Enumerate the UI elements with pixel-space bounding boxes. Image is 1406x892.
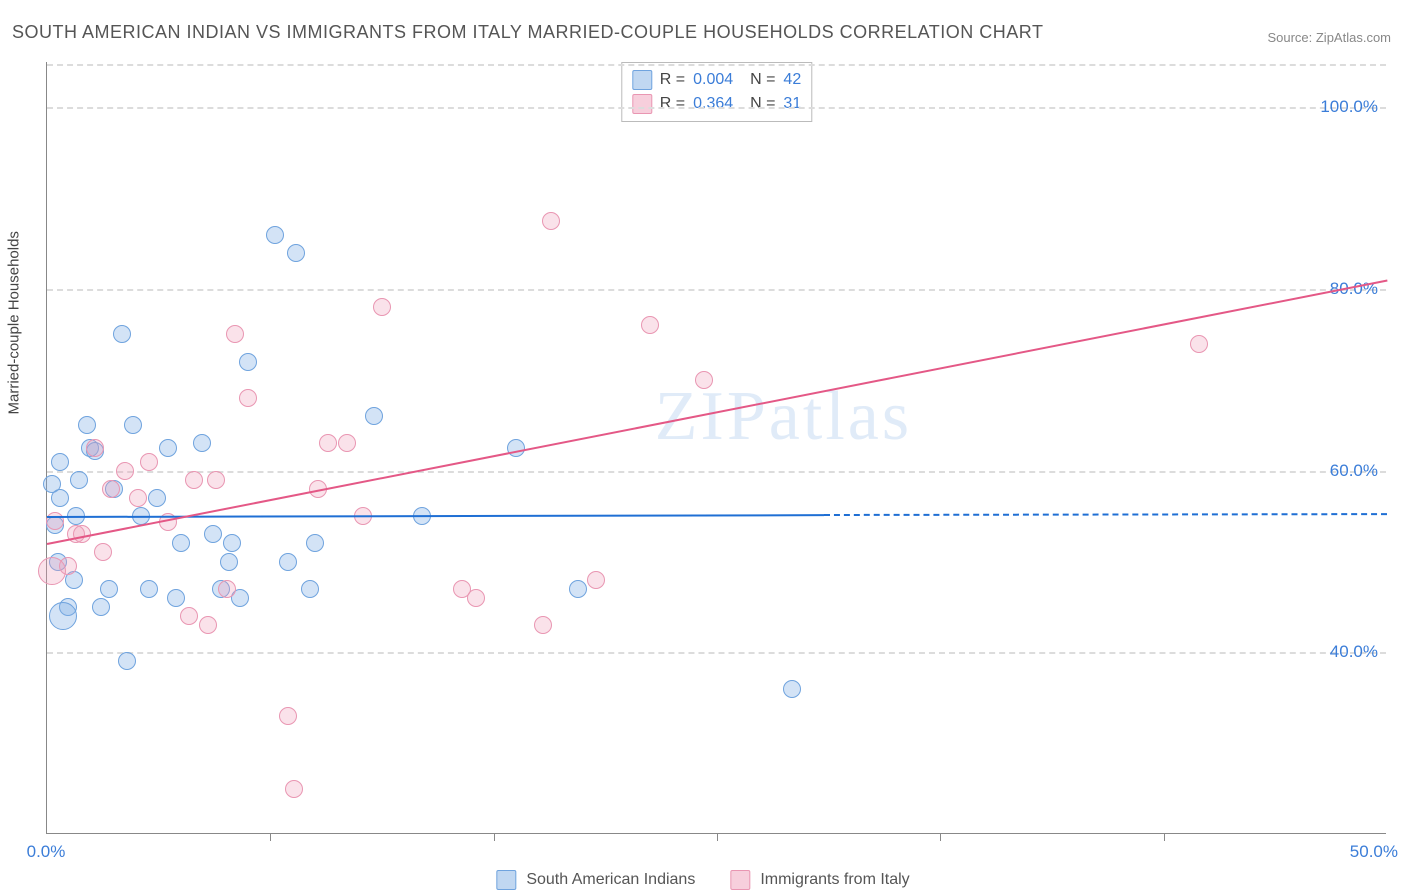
x-tick — [940, 833, 941, 841]
x-tick — [494, 833, 495, 841]
data-point — [207, 471, 225, 489]
data-point — [51, 489, 69, 507]
gridline-h — [47, 289, 1386, 291]
stat-n-value-blue: 42 — [783, 68, 801, 92]
stat-n-value-pink: 31 — [783, 92, 801, 116]
data-point — [46, 512, 64, 530]
data-point — [319, 434, 337, 452]
data-point — [365, 407, 383, 425]
data-point — [467, 589, 485, 607]
data-point — [180, 607, 198, 625]
data-point — [92, 598, 110, 616]
stat-n-label: N = — [741, 92, 775, 116]
data-point — [239, 389, 257, 407]
data-point — [220, 553, 238, 571]
data-point — [373, 298, 391, 316]
data-point — [783, 680, 801, 698]
legend-label-blue: South American Indians — [526, 871, 695, 889]
gridline-h — [47, 64, 1386, 66]
data-point — [301, 580, 319, 598]
legend-stats: R = 0.004 N = 42 R = 0.364 N = 31 — [621, 62, 812, 122]
stat-r-label: R = — [660, 92, 685, 116]
trend-line — [47, 514, 824, 518]
swatch-icon — [632, 94, 652, 114]
data-point — [118, 652, 136, 670]
data-point — [338, 434, 356, 452]
data-point — [641, 316, 659, 334]
data-point — [86, 439, 104, 457]
data-point — [569, 580, 587, 598]
chart-container: SOUTH AMERICAN INDIAN VS IMMIGRANTS FROM… — [0, 0, 1406, 892]
data-point — [70, 471, 88, 489]
data-point — [172, 534, 190, 552]
data-point — [102, 480, 120, 498]
data-point — [542, 212, 560, 230]
swatch-icon — [632, 70, 652, 90]
trend-line — [47, 280, 1387, 545]
data-point — [279, 707, 297, 725]
data-point-large — [49, 602, 77, 630]
data-point — [193, 434, 211, 452]
data-point — [116, 462, 134, 480]
data-point — [94, 543, 112, 561]
data-point — [239, 353, 257, 371]
data-point-large — [38, 557, 66, 585]
stat-r-value-pink: 0.364 — [693, 92, 733, 116]
x-tick-label: 0.0% — [27, 842, 66, 862]
legend-stats-row-1: R = 0.004 N = 42 — [632, 68, 801, 92]
stat-r-label: R = — [660, 68, 685, 92]
stat-n-label: N = — [741, 68, 775, 92]
data-point — [587, 571, 605, 589]
stat-r-value-blue: 0.004 — [693, 68, 733, 92]
legend-series: South American Indians Immigrants from I… — [496, 870, 909, 890]
swatch-icon — [730, 870, 750, 890]
y-tick-label: 60.0% — [1330, 461, 1378, 481]
data-point — [148, 489, 166, 507]
data-point — [51, 453, 69, 471]
data-point — [218, 580, 236, 598]
swatch-icon — [496, 870, 516, 890]
data-point — [167, 589, 185, 607]
data-point — [534, 616, 552, 634]
gridline-h — [47, 652, 1386, 654]
gridline-h — [47, 471, 1386, 473]
data-point — [285, 780, 303, 798]
x-tick — [270, 833, 271, 841]
legend-item-blue: South American Indians — [496, 870, 695, 890]
data-point — [279, 553, 297, 571]
data-point — [113, 325, 131, 343]
legend-stats-row-2: R = 0.364 N = 31 — [632, 92, 801, 116]
data-point — [507, 439, 525, 457]
chart-title: SOUTH AMERICAN INDIAN VS IMMIGRANTS FROM… — [12, 22, 1043, 43]
y-tick-label: 40.0% — [1330, 642, 1378, 662]
y-axis-title: Married-couple Households — [6, 231, 23, 414]
legend-label-pink: Immigrants from Italy — [760, 871, 909, 889]
data-point — [204, 525, 222, 543]
data-point — [695, 371, 713, 389]
data-point — [185, 471, 203, 489]
y-tick-label: 100.0% — [1320, 97, 1378, 117]
data-point — [100, 580, 118, 598]
data-point — [226, 325, 244, 343]
data-point — [287, 244, 305, 262]
data-point — [129, 489, 147, 507]
plot-area: ZIPatlas R = 0.004 N = 42 R = 0.364 N = … — [46, 62, 1386, 834]
x-tick-label: 50.0% — [1350, 842, 1398, 862]
source-attribution: Source: ZipAtlas.com — [1267, 30, 1391, 45]
data-point — [199, 616, 217, 634]
data-point — [124, 416, 142, 434]
data-point — [306, 534, 324, 552]
x-tick — [717, 833, 718, 841]
data-point — [140, 453, 158, 471]
data-point — [223, 534, 241, 552]
trend-line — [824, 513, 1387, 516]
data-point — [140, 580, 158, 598]
legend-item-pink: Immigrants from Italy — [730, 870, 909, 890]
gridline-h — [47, 107, 1386, 109]
data-point — [159, 439, 177, 457]
data-point — [78, 416, 96, 434]
x-tick — [1164, 833, 1165, 841]
data-point — [266, 226, 284, 244]
data-point — [1190, 335, 1208, 353]
